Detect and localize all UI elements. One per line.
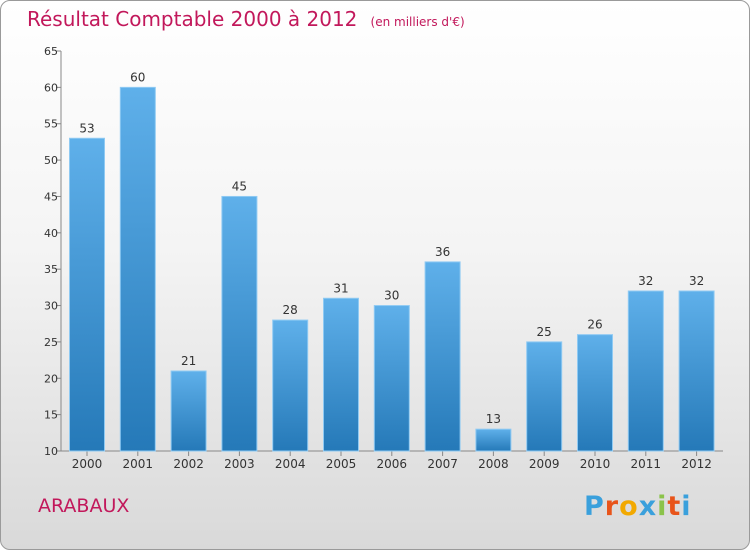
logo-letter: o: [619, 491, 639, 522]
y-tick-label: 55: [44, 118, 58, 131]
y-tick-label: 65: [44, 45, 58, 58]
logo-letter: t: [667, 491, 682, 522]
x-tick-label-2011: 2011: [631, 457, 662, 471]
bar-2011: [627, 290, 664, 452]
x-tick-label-2003: 2003: [224, 457, 255, 471]
bar-2006: [373, 305, 410, 452]
value-label-2001: 60: [130, 70, 145, 84]
y-tick-label: 40: [44, 227, 58, 240]
y-tick-label: 45: [44, 190, 58, 203]
x-tick-label-2002: 2002: [173, 457, 204, 471]
subtitle-text: (en milliers d'€): [370, 15, 465, 29]
y-tick-label: 60: [44, 81, 58, 94]
x-tick-label-2012: 2012: [681, 457, 712, 471]
bar-2004: [272, 319, 309, 452]
logo-letter: i: [657, 491, 668, 522]
bar-2010: [577, 334, 613, 452]
bar-2009: [526, 341, 563, 452]
x-tick-label-2006: 2006: [377, 457, 408, 471]
bar-2005: [323, 297, 359, 452]
logo-letter: x: [638, 491, 658, 522]
x-tick-label-2008: 2008: [478, 457, 509, 471]
value-label-2002: 21: [181, 354, 196, 368]
y-tick-label: 20: [44, 372, 58, 385]
y-tick-label: 50: [44, 154, 58, 167]
y-tick-label: 35: [44, 263, 58, 276]
chart-title: Résultat Comptable 2000 à 2012 (en milli…: [27, 7, 465, 31]
x-tick-label-2010: 2010: [580, 457, 611, 471]
value-label-2009: 25: [537, 325, 552, 339]
bar-2008: [475, 428, 512, 452]
value-label-2011: 32: [638, 274, 653, 288]
value-label-2003: 45: [232, 179, 247, 193]
y-tick-label: 25: [44, 336, 58, 349]
logo-letter: i: [681, 491, 692, 522]
bar-2002: [170, 370, 207, 452]
value-label-2005: 31: [333, 281, 348, 295]
value-label-2010: 26: [587, 318, 602, 332]
value-label-2004: 28: [283, 303, 298, 317]
x-tick-label-2007: 2007: [427, 457, 458, 471]
value-label-2007: 36: [435, 245, 450, 259]
value-label-2008: 13: [486, 412, 501, 426]
y-tick-label: 10: [44, 445, 58, 458]
proxiti-logo: Proxiti: [584, 491, 692, 522]
x-tick-label-2005: 2005: [326, 457, 357, 471]
bar-2012: [678, 290, 715, 452]
chart-axes: 10 15 20 25 30 35 40 45 50 55 60 65 2000 2001 2002 2003…: [44, 45, 723, 471]
title-text: Résultat Comptable 2000 à 2012: [27, 7, 358, 31]
value-label-2006: 30: [384, 289, 399, 303]
y-tick-label: 30: [44, 300, 58, 313]
commune-name: ARABAUX: [38, 495, 130, 517]
x-tick-label-2004: 2004: [275, 457, 306, 471]
value-label-2012: 32: [689, 274, 704, 288]
chart-bars: 53 60 21 45 28 31 30 36 13 25 26 32 32: [69, 70, 715, 452]
bar-2001: [119, 86, 156, 452]
y-tick-label: 15: [44, 409, 58, 422]
logo-letter: P: [584, 491, 605, 522]
x-tick-label-2009: 2009: [529, 457, 560, 471]
x-tick-label-2000: 2000: [72, 457, 103, 471]
value-label-2000: 53: [79, 121, 94, 135]
x-tick-label-2001: 2001: [123, 457, 154, 471]
bar-2007: [424, 261, 461, 452]
bar-2003: [221, 195, 258, 452]
logo-letter: r: [604, 491, 620, 522]
bar-2000: [69, 137, 105, 452]
